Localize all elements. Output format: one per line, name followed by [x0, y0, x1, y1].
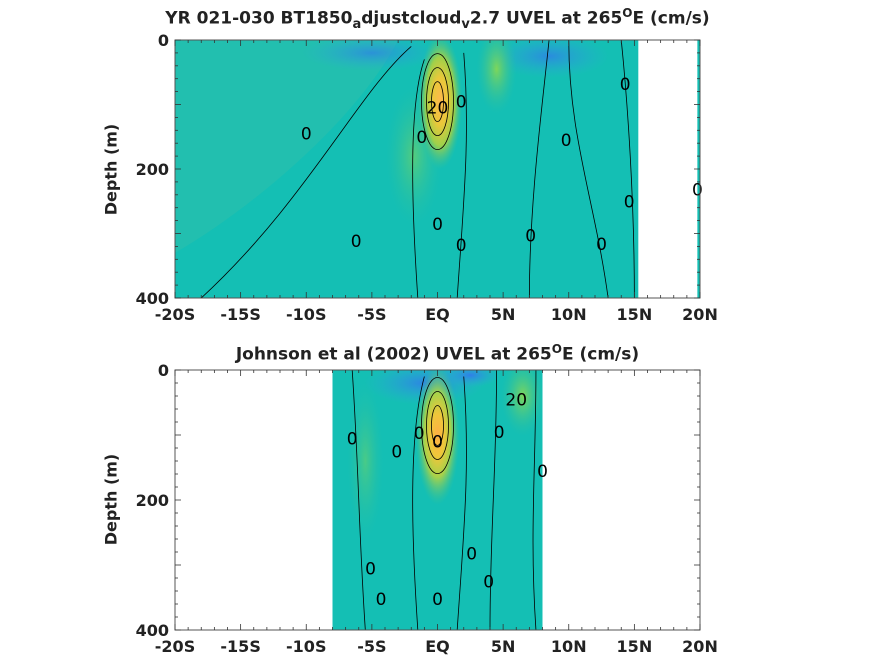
x-tick-label: -20S [155, 637, 195, 656]
contour-line [528, 40, 550, 298]
contour-line [489, 370, 497, 630]
contour-label: 0 [537, 462, 548, 482]
contour-core [421, 53, 454, 150]
panel1-title-tail: 2.7 UVEL at 265 [469, 8, 623, 29]
surface-westward-flow [489, 40, 610, 79]
y-tick-label: 0 [158, 361, 169, 380]
contour-line [532, 370, 537, 630]
contour-label: 0 [494, 423, 505, 443]
surface-westward-flow [301, 40, 442, 71]
x-tick-label: 20N [682, 305, 718, 324]
x-tick-label: -10S [286, 637, 326, 656]
x-tick-label: 15N [617, 305, 653, 324]
missing-data-mask [640, 40, 698, 298]
contour-label: 0 [432, 433, 443, 453]
x-tick-label: -20S [155, 305, 195, 324]
x-tick-label: -15S [220, 637, 260, 656]
contour-line [456, 52, 467, 298]
contour-label: 0 [347, 429, 358, 449]
contour-label: 0 [525, 226, 536, 246]
y-tick-label: 200 [136, 491, 169, 510]
contour-line [412, 59, 425, 298]
panel1-title-sup: O [622, 6, 633, 20]
contour-line [200, 46, 412, 298]
panel1-title-main: YR 021-030 BT1850 [165, 8, 353, 29]
contour-core [431, 81, 444, 122]
contour-line [412, 376, 425, 630]
x-tick-label: 20N [682, 637, 718, 656]
undercurrent-core [418, 40, 463, 170]
contour-label: 0 [466, 544, 477, 564]
contour-line [620, 40, 635, 298]
contour-label: 0 [456, 236, 467, 256]
y-tick-label: 0 [158, 31, 169, 50]
panel2-title-main: Johnson et al (2002) UVEL at 265 [235, 344, 552, 365]
contour-label: 0 [365, 559, 376, 579]
contour-label: 0 [561, 131, 572, 151]
y-tick-label: 200 [136, 160, 169, 179]
contour-lines [200, 40, 635, 298]
undercurrent-core [415, 370, 460, 505]
contour-lines [351, 370, 537, 630]
contour-label: 20 [427, 99, 449, 119]
field-layer [347, 370, 542, 541]
contour-label: 0 [456, 92, 467, 112]
panel1-title: YR 021-030 BT1850adjustcloudv2.7 UVEL at… [0, 6, 875, 32]
panel2-title: Johnson et al (2002) UVEL at 265OE (cm/s… [0, 342, 875, 365]
contour-label: 0 [351, 232, 362, 252]
contour-label: 0 [432, 590, 443, 610]
x-tick-label: 15N [617, 637, 653, 656]
panel1-title-end: E (cm/s) [632, 8, 710, 29]
panel2-title-sup: O [551, 342, 562, 356]
surface-westward-flow [440, 370, 501, 388]
y-tick-label: 400 [136, 621, 169, 640]
contour-core [421, 377, 454, 474]
x-tick-label: -5S [357, 305, 386, 324]
contour-label: 0 [391, 442, 402, 462]
x-tick-label: EQ [425, 305, 450, 324]
x-tick-label: 10N [551, 637, 587, 656]
contour-core [426, 391, 449, 460]
x-tick-label: -10S [286, 305, 326, 324]
panel2-title-end: E (cm/s) [561, 344, 640, 365]
contour-label: 0 [376, 590, 387, 610]
contour-label: 0 [414, 424, 425, 444]
contour-label: 0 [692, 181, 703, 201]
y-tick-label: 400 [136, 289, 169, 308]
contour-label: 20 [505, 390, 527, 410]
contour-label: 0 [624, 192, 635, 212]
south-patch [175, 40, 399, 253]
panel1-title-sub1: a [352, 17, 362, 33]
contour-label: 0 [432, 215, 443, 235]
contour-line [456, 376, 467, 630]
contour-label: 0 [620, 75, 631, 95]
contour-line [351, 370, 366, 630]
contour-label: 0 [301, 125, 312, 145]
contour-core [431, 405, 444, 446]
eastward-jet [476, 40, 517, 115]
x-tick-label: EQ [425, 637, 450, 656]
eastward-jet [500, 370, 542, 436]
contour-label: 0 [416, 128, 427, 148]
contour-core [426, 67, 449, 136]
panel1-title-sub2: v [461, 17, 470, 33]
contour-line [568, 40, 609, 298]
contour-label: 0 [596, 235, 607, 255]
subsurface-jet [347, 381, 384, 541]
x-tick-label: 5N [491, 305, 516, 324]
x-tick-label: -5S [357, 637, 386, 656]
contour-label: 0 [483, 572, 494, 592]
panel1-title-mid: djustcloud [361, 8, 462, 29]
x-tick-label: 10N [551, 305, 587, 324]
field-layer [175, 40, 610, 253]
x-tick-label: -15S [220, 305, 260, 324]
x-tick-label: 5N [491, 637, 516, 656]
